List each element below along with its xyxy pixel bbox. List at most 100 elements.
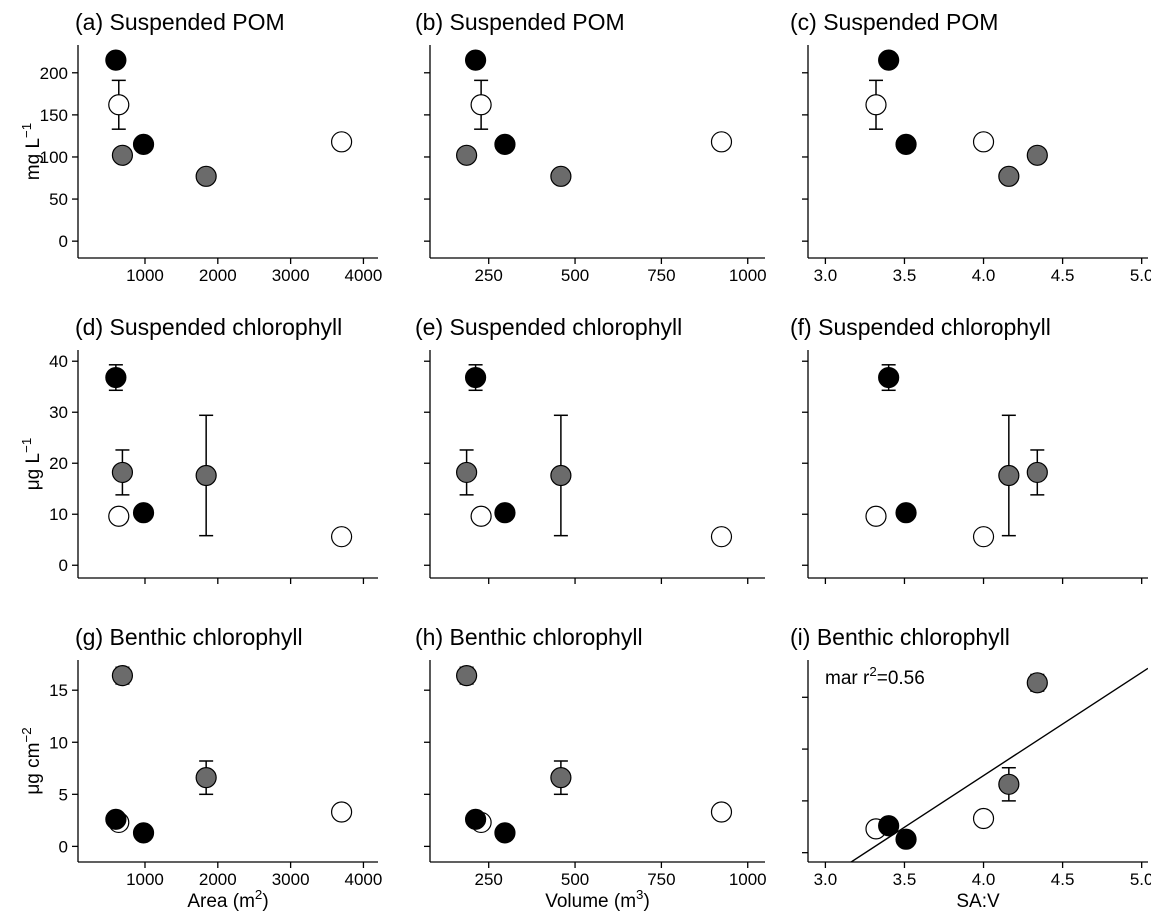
point [1026,144,1048,166]
point [865,505,887,527]
label-part: SA:V [956,891,1000,912]
x-tick-label: 5.0 [1130,870,1151,889]
point [111,144,134,166]
x-tick-label: 1000 [729,266,767,285]
point [878,366,900,389]
point [195,165,217,187]
point [105,366,127,389]
point [464,366,487,389]
point [108,505,130,527]
panel: (h) Benthic chlorophyll 250 500 750 1000 Volu… [415,624,767,912]
y-tick-label: 200 [40,64,68,83]
y-axis-label: μg cm−2 [19,727,44,794]
point [494,822,516,844]
x-tick-label: 3000 [272,870,310,889]
label-part: 3 [636,887,643,902]
x-axis-label: Area (m2) [187,887,268,912]
x-tick-label: 750 [647,266,675,285]
panel-title: (b) Suspended POM [415,9,625,35]
point [132,502,155,524]
panel-title: (i) Benthic chlorophyll [790,624,1010,650]
point [998,165,1020,187]
point [330,526,353,548]
x-tick-label: 4.5 [1051,870,1075,889]
y-tick-label: 0 [59,232,68,251]
point [111,665,134,687]
point [132,133,155,155]
point [550,165,572,187]
label-part: =0.56 [877,668,925,689]
point [550,464,572,487]
y-tick-label: 100 [40,148,68,167]
panel-title: (e) Suspended chlorophyll [415,314,682,340]
panel: (a) Suspended POM 0 50 100 150 200 1000 2000 300… [19,9,382,285]
x-tick-label: 2000 [199,870,237,889]
point [111,461,134,484]
x-tick-label: 5.0 [1130,266,1151,285]
x-tick-label: 3.0 [814,870,838,889]
y-tick-label: 30 [49,403,68,422]
point [1026,461,1048,484]
point [972,526,995,548]
panel-title: (d) Suspended chlorophyll [75,314,342,340]
point [878,49,900,71]
point [464,808,487,830]
label-part: μg cm [23,743,44,795]
point [470,94,492,116]
panel: (e) Suspended chlorophyll [415,314,765,584]
panel: (b) Suspended POM 250 500 750 1000 [415,9,767,285]
x-tick-label: 750 [647,870,675,889]
x-tick-label: 4.0 [972,870,996,889]
annotation: mar r2=0.56 [825,664,925,689]
point [105,49,127,71]
x-tick-label: 500 [561,266,589,285]
panel-title: (a) Suspended POM [75,9,285,35]
panel: (i) Benthic chlorophyll 3.0 3.5 4.0 4.5 5.0 SA… [790,624,1151,912]
fit-line [849,667,1148,862]
point [998,773,1020,795]
x-tick-label: 2000 [199,266,237,285]
point [330,131,353,153]
x-tick-label: 1000 [126,870,164,889]
point [105,808,127,830]
panel-title: (c) Suspended POM [790,9,998,35]
point [132,822,155,844]
panel: (d) Suspended chlorophyll 0 10 20 30 40 μg L−1 [19,314,378,584]
label-part: mg L [23,138,44,180]
point [1026,672,1048,694]
point [195,767,217,789]
y-tick-label: 40 [49,352,68,371]
y-tick-label: 0 [59,556,68,575]
y-axis-label: μg L−1 [19,438,44,491]
panel: (g) Benthic chlorophyll 0 5 10 15 1000 2000 300… [19,624,382,912]
panel: (f) Suspended chlorophyll [790,314,1148,584]
y-tick-label: 15 [49,681,68,700]
point [865,94,887,116]
x-tick-label: 1000 [126,266,164,285]
point [456,461,478,484]
y-tick-label: 5 [59,785,68,804]
x-tick-label: 4000 [345,266,383,285]
point [895,133,917,155]
x-tick-label: 500 [561,870,589,889]
x-tick-label: 3.5 [893,870,917,889]
label-part: 2 [869,664,876,679]
point [330,801,353,823]
y-tick-label: 10 [49,505,68,524]
label-part: −1 [19,438,34,453]
x-tick-label: 250 [475,870,503,889]
point [108,94,130,116]
point [710,131,733,153]
point [710,526,733,548]
point [550,767,572,789]
x-tick-label: 3.5 [893,266,917,285]
point [494,502,516,524]
y-tick-label: 50 [49,190,68,209]
label-part: ) [643,891,649,912]
point [895,502,917,524]
y-tick-label: 20 [49,454,68,473]
x-axis-label: Volume (m3) [545,887,650,912]
panel-title: (g) Benthic chlorophyll [75,624,303,650]
